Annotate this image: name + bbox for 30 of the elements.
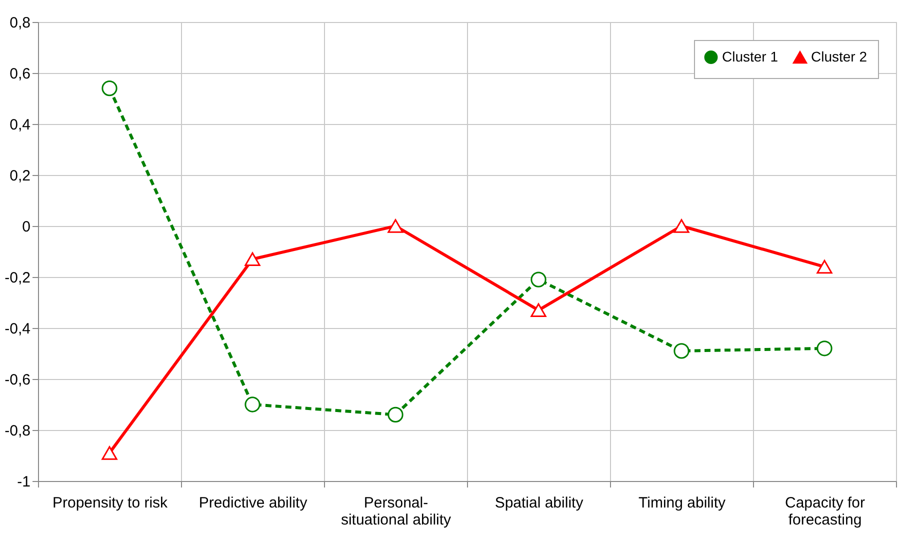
- point: [530, 272, 546, 288]
- x-tick-label: Spatial ability: [494, 494, 584, 512]
- x-tick-label: Predictive ability: [198, 494, 308, 512]
- point: [816, 340, 832, 356]
- y-tick-label: 0: [22, 218, 30, 236]
- y-tick-label: 0,2: [10, 168, 30, 184]
- point: [530, 303, 546, 318]
- point: [102, 80, 118, 96]
- x-tick-label: Personal-situational ability: [340, 494, 452, 528]
- x-tick-label: Capacity for forecasting: [784, 494, 866, 528]
- point: [674, 343, 690, 359]
- point: [816, 260, 832, 274]
- y-tick-label: -0,2: [4, 270, 30, 286]
- x-tick-label: Timing ability: [638, 494, 726, 512]
- y-tick-label: -0,6: [4, 372, 30, 388]
- point: [244, 252, 260, 266]
- y-tick-label: -0,4: [4, 320, 30, 338]
- x-tick-label: Propensity to risk: [52, 494, 168, 512]
- y-tick-label: 0,8: [10, 14, 30, 32]
- legend-label: Cluster 1: [722, 48, 778, 64]
- point: [388, 219, 404, 233]
- y-tick-label: 0,6: [10, 66, 30, 82]
- y-tick-label: -0,8: [4, 422, 30, 440]
- point: [102, 446, 118, 460]
- point: [244, 396, 260, 412]
- point: [674, 219, 690, 233]
- legend-label: Cluster 2: [811, 48, 868, 65]
- point: [388, 406, 404, 423]
- y-tick-label: 0,4: [10, 116, 30, 134]
- y-tick-label: -1: [17, 474, 30, 490]
